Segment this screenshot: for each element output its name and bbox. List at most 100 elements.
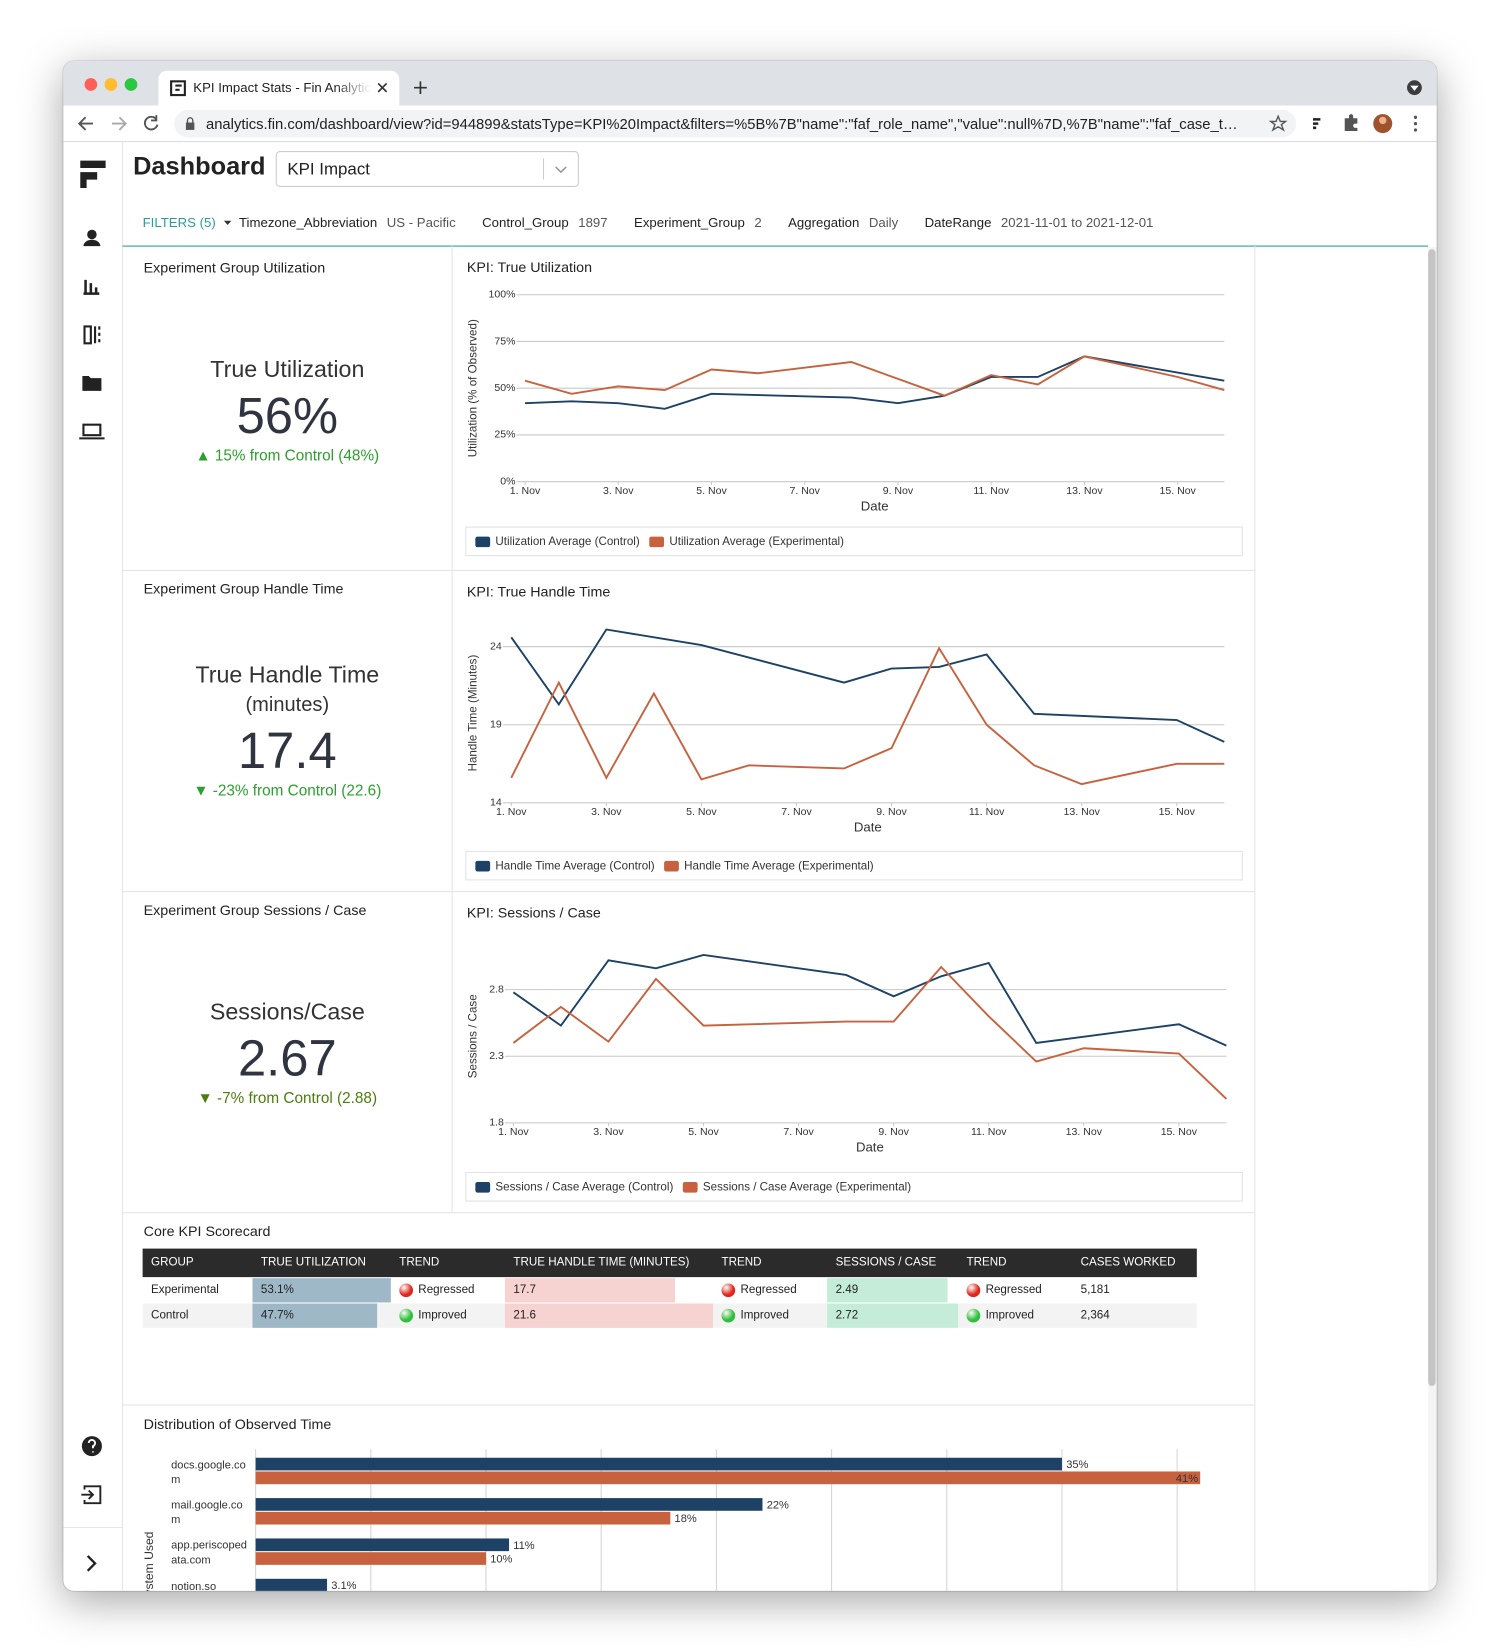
bar-value-label: 41% [1176, 1473, 1198, 1485]
bar-value-label: 11% [513, 1540, 534, 1552]
y-tick-label: 14 [490, 797, 502, 809]
column-header: CASES WORKED [1080, 1255, 1176, 1269]
table-cell: 2,364 [1080, 1308, 1110, 1322]
filter-value: US - Pacific [386, 215, 456, 231]
x-axis-label: Date [861, 499, 889, 514]
filter-value: Daily [868, 215, 899, 231]
x-tick-label: 7. Nov [789, 485, 820, 497]
table-cell: 2.49 [835, 1283, 859, 1297]
chart-title: KPI: True Utilization [467, 260, 592, 276]
minimize-window[interactable] [104, 78, 118, 91]
tab-title: KPI Impact Stats - Fin Analytic [193, 80, 371, 96]
legend-swatch [475, 536, 491, 548]
expand-sidebar[interactable] [86, 1555, 97, 1572]
x-tick-label: 3. Nov [593, 1126, 624, 1138]
table-cell: Improved [985, 1308, 1035, 1322]
url-text[interactable]: analytics.fin.com/dashboard/view?id=9448… [205, 115, 1238, 133]
bar [255, 1578, 328, 1591]
x-tick-label: 11. Nov [971, 1126, 1007, 1138]
chart-title: KPI: Sessions / Case [467, 905, 601, 921]
tab-search-arrow [1410, 85, 1419, 91]
category-label: notion.so [171, 1579, 217, 1591]
avatar-face [1379, 116, 1387, 125]
x-tick-label: 3. Nov [591, 806, 622, 818]
extension-fin[interactable] [1313, 118, 1321, 130]
y-tick-label: 2.3 [489, 1050, 504, 1062]
extensions-button[interactable] [1344, 114, 1358, 131]
filter-name: DateRange [924, 215, 992, 231]
x-tick-label: 7. Nov [781, 806, 812, 818]
column-header: TRUE HANDLE TIME (MINUTES) [513, 1255, 690, 1269]
nav-people[interactable] [87, 229, 97, 240]
filter-value: 1897 [578, 215, 608, 231]
series-line [510, 628, 1225, 743]
legend-swatch [475, 1182, 491, 1193]
bookmark-star[interactable] [1268, 114, 1288, 132]
scrollbar-thumb[interactable] [1428, 249, 1436, 1386]
kpi-unit: (minutes) [245, 693, 330, 716]
series-line [510, 646, 1225, 786]
bar-value-label: 22% [767, 1499, 789, 1511]
legend-swatch [682, 1182, 698, 1193]
app-logo[interactable] [80, 160, 106, 189]
table-cell: 5,181 [1080, 1283, 1110, 1297]
table-cell: 21.6 [513, 1308, 537, 1322]
bar-value-label: 3.1% [331, 1580, 356, 1591]
tab-close[interactable] [377, 82, 388, 93]
close-window[interactable] [84, 78, 98, 91]
chart-title: Distribution of Observed Time [144, 1417, 332, 1433]
kpi-value: 17.4 [237, 723, 337, 780]
data-bar [252, 1303, 377, 1328]
status-dot [721, 1308, 736, 1323]
nav-people-body [83, 239, 101, 247]
legend-label: Sessions / Case Average (Experimental) [703, 1180, 911, 1193]
x-tick-label: 5. Nov [688, 1126, 719, 1138]
nav-folders[interactable] [82, 376, 102, 391]
y-tick-label: 1.8 [489, 1117, 504, 1129]
nav-compare[interactable] [83, 325, 101, 345]
forward-button[interactable] [111, 116, 128, 131]
window-content: KPI Impact Stats - Fin Analytic analytic… [63, 61, 1437, 1591]
kpi-metric: True Utilization [210, 355, 365, 383]
nav-reports[interactable] [83, 279, 100, 295]
x-tick-label: 5. Nov [696, 485, 727, 497]
table-cell: Regressed [740, 1283, 797, 1297]
back-button[interactable] [77, 116, 93, 131]
logout-button[interactable] [81, 1485, 102, 1505]
new-tab[interactable] [414, 81, 427, 95]
help-mark [87, 1439, 96, 1453]
lock-shackle [186, 117, 194, 123]
reload-button[interactable] [143, 115, 159, 131]
data-bar [252, 1278, 391, 1303]
filter-bar: FILTERS (5) Timezone_Abbreviation US - Pa… [143, 215, 1154, 230]
browser-window: KPI Impact Stats - Fin Analytic analytic… [63, 61, 1437, 1591]
maximize-window[interactable] [124, 78, 138, 91]
legend [465, 526, 1243, 557]
y-tick-label: 100% [489, 289, 516, 301]
table-cell: Regressed [985, 1283, 1042, 1297]
status-dot [721, 1283, 736, 1298]
address-bar[interactable] [174, 109, 1297, 138]
x-tick-label: 15. Nov [1159, 806, 1196, 818]
bar [255, 1552, 487, 1565]
kpi-delta: ▼ -7% from Control (2.88) [197, 1090, 378, 1108]
filters-toggle[interactable]: FILTERS (5) [142, 215, 216, 231]
filter-value: 2 [754, 215, 762, 231]
y-tick-label: 75% [494, 335, 515, 347]
series-line [524, 355, 1225, 410]
help-button[interactable] [81, 1436, 102, 1457]
table-cell: 2.72 [835, 1308, 859, 1322]
x-tick-label: 13. Nov [1066, 485, 1103, 497]
nav-devices[interactable] [79, 423, 105, 440]
status-dot [966, 1308, 981, 1323]
data-bar [827, 1303, 959, 1328]
filter-name: Timezone_Abbreviation [238, 215, 378, 231]
column-header: TREND [721, 1255, 762, 1269]
scorecard-title: Core KPI Scorecard [143, 1223, 271, 1240]
table-cell: 53.1% [260, 1283, 294, 1297]
active-tab[interactable] [158, 70, 400, 114]
legend-swatch [649, 536, 665, 548]
x-tick-label: 15. Nov [1161, 1126, 1198, 1138]
x-tick-label: 11. Nov [969, 806, 1005, 818]
table-cell: 47.7% [260, 1308, 294, 1322]
